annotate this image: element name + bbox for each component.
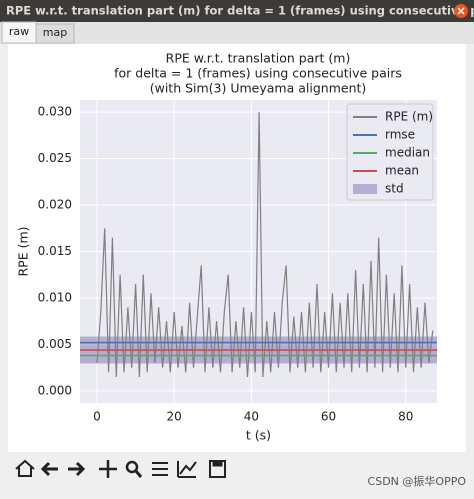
window-title: RPE w.r.t. translation part (m) for delt…	[6, 4, 474, 18]
x-tick-label: 60	[321, 410, 336, 424]
chart: RPE w.r.t. translation part (m)for delta…	[16, 51, 437, 443]
y-tick-label: 0.020	[38, 198, 72, 212]
save-icon-part	[212, 460, 223, 467]
home-button[interactable]	[15, 459, 35, 477]
tab[interactable]	[35, 23, 75, 44]
y-tick-label: 0.010	[38, 290, 72, 304]
y-tick-label: 0.015	[38, 244, 72, 258]
close-icon	[457, 7, 465, 15]
x-tick-label: 20	[167, 410, 182, 424]
y-tick-label: 0.005	[38, 337, 72, 351]
legend	[346, 103, 434, 201]
configure-button[interactable]	[152, 462, 168, 476]
y-tick-label: 0.025	[38, 151, 72, 165]
watermark: CSDN @振华OPPO	[368, 474, 467, 488]
zoom-handle	[134, 470, 143, 478]
toolbar	[15, 459, 226, 478]
tab-label: map	[43, 26, 67, 39]
chart-title: (with Sim(3) Umeyama alignment)	[150, 81, 367, 96]
chart-title: for delta = 1 (frames) using consecutive…	[114, 66, 402, 81]
y-tick-label: 0.000	[38, 383, 72, 397]
rpe-line	[96, 112, 434, 378]
x-tick-label: 40	[244, 410, 259, 424]
legend-label: RPE (m)	[385, 110, 433, 124]
legend-swatch	[353, 184, 377, 194]
chart-title: RPE w.r.t. translation part (m)	[166, 51, 351, 66]
y-axis-label: RPE (m)	[16, 226, 31, 276]
pan-button[interactable]	[99, 460, 117, 478]
x-axis-label: t (s)	[246, 428, 271, 443]
title-bar	[0, 0, 474, 22]
y-tick-label: 0.030	[38, 105, 72, 119]
back-button[interactable]	[40, 461, 58, 477]
legend-label: median	[385, 146, 430, 160]
legend-label: mean	[385, 164, 419, 178]
edit-axes-button[interactable]	[177, 461, 197, 478]
forward-button[interactable]	[68, 461, 86, 477]
tab-bar	[0, 22, 474, 44]
tab-label: raw	[9, 25, 29, 38]
zoom-button[interactable]	[125, 460, 139, 474]
x-tick-label: 80	[398, 410, 413, 424]
legend-label: std	[385, 182, 404, 196]
x-tick-label: 0	[93, 410, 101, 424]
legend-label: rmse	[385, 128, 415, 142]
